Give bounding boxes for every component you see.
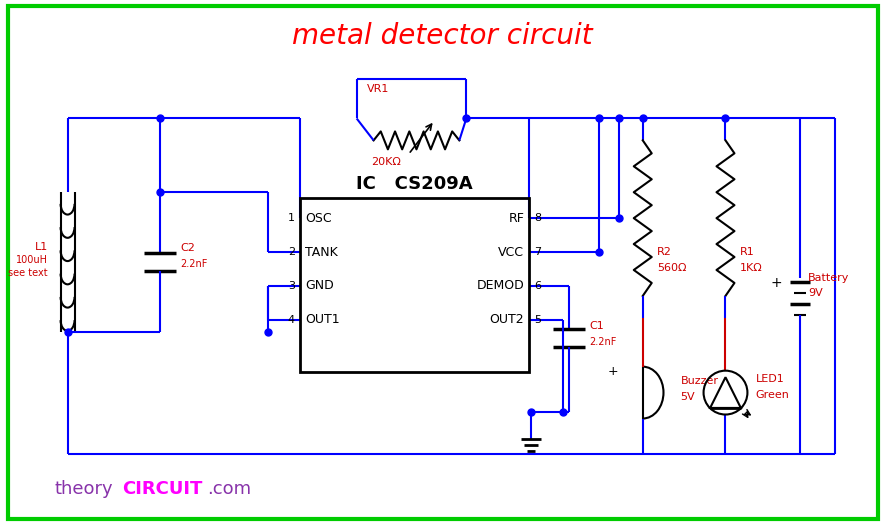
Text: 1KΩ: 1KΩ: [739, 263, 762, 273]
Text: 100uH: 100uH: [16, 255, 48, 265]
Text: 5V: 5V: [681, 392, 695, 402]
Text: 560Ω: 560Ω: [657, 263, 686, 273]
Text: Buzzer: Buzzer: [681, 375, 719, 386]
Text: VR1: VR1: [366, 83, 389, 93]
Text: 7: 7: [534, 247, 541, 257]
Text: LED1: LED1: [755, 374, 784, 384]
Text: IC   CS209A: IC CS209A: [356, 175, 472, 193]
Text: +: +: [771, 276, 782, 290]
Text: 4: 4: [288, 315, 295, 325]
Text: VCC: VCC: [498, 246, 525, 258]
Text: OUT2: OUT2: [489, 313, 525, 327]
Text: metal detector circuit: metal detector circuit: [292, 22, 592, 50]
Text: C1: C1: [589, 321, 604, 331]
Bar: [300, 198, 529, 372]
Text: see text: see text: [8, 268, 48, 278]
Text: 9V: 9V: [808, 288, 823, 298]
Text: 6: 6: [534, 281, 541, 291]
Text: OUT1: OUT1: [305, 313, 339, 327]
Text: C2: C2: [180, 243, 195, 253]
Text: OSC: OSC: [305, 212, 331, 225]
Text: DEMOD: DEMOD: [476, 279, 525, 292]
Text: L1: L1: [34, 242, 48, 252]
Text: Battery: Battery: [808, 273, 849, 283]
Text: 5: 5: [534, 315, 541, 325]
Text: 20KΩ: 20KΩ: [372, 158, 402, 167]
Text: RF: RF: [509, 212, 525, 225]
Text: 3: 3: [288, 281, 295, 291]
Text: GND: GND: [305, 279, 334, 292]
Text: 8: 8: [534, 213, 541, 223]
Text: +: +: [608, 365, 618, 378]
Text: R2: R2: [657, 247, 672, 257]
Text: 2: 2: [288, 247, 295, 257]
Text: 2.2nF: 2.2nF: [180, 259, 208, 269]
Text: theory: theory: [55, 480, 113, 498]
Text: .com: .com: [208, 480, 252, 498]
Text: CIRCUIT: CIRCUIT: [123, 480, 203, 498]
Text: R1: R1: [739, 247, 754, 257]
Text: 1: 1: [288, 213, 295, 223]
Text: 2.2nF: 2.2nF: [589, 337, 616, 347]
Text: Green: Green: [755, 390, 789, 400]
Text: TANK: TANK: [305, 246, 337, 258]
